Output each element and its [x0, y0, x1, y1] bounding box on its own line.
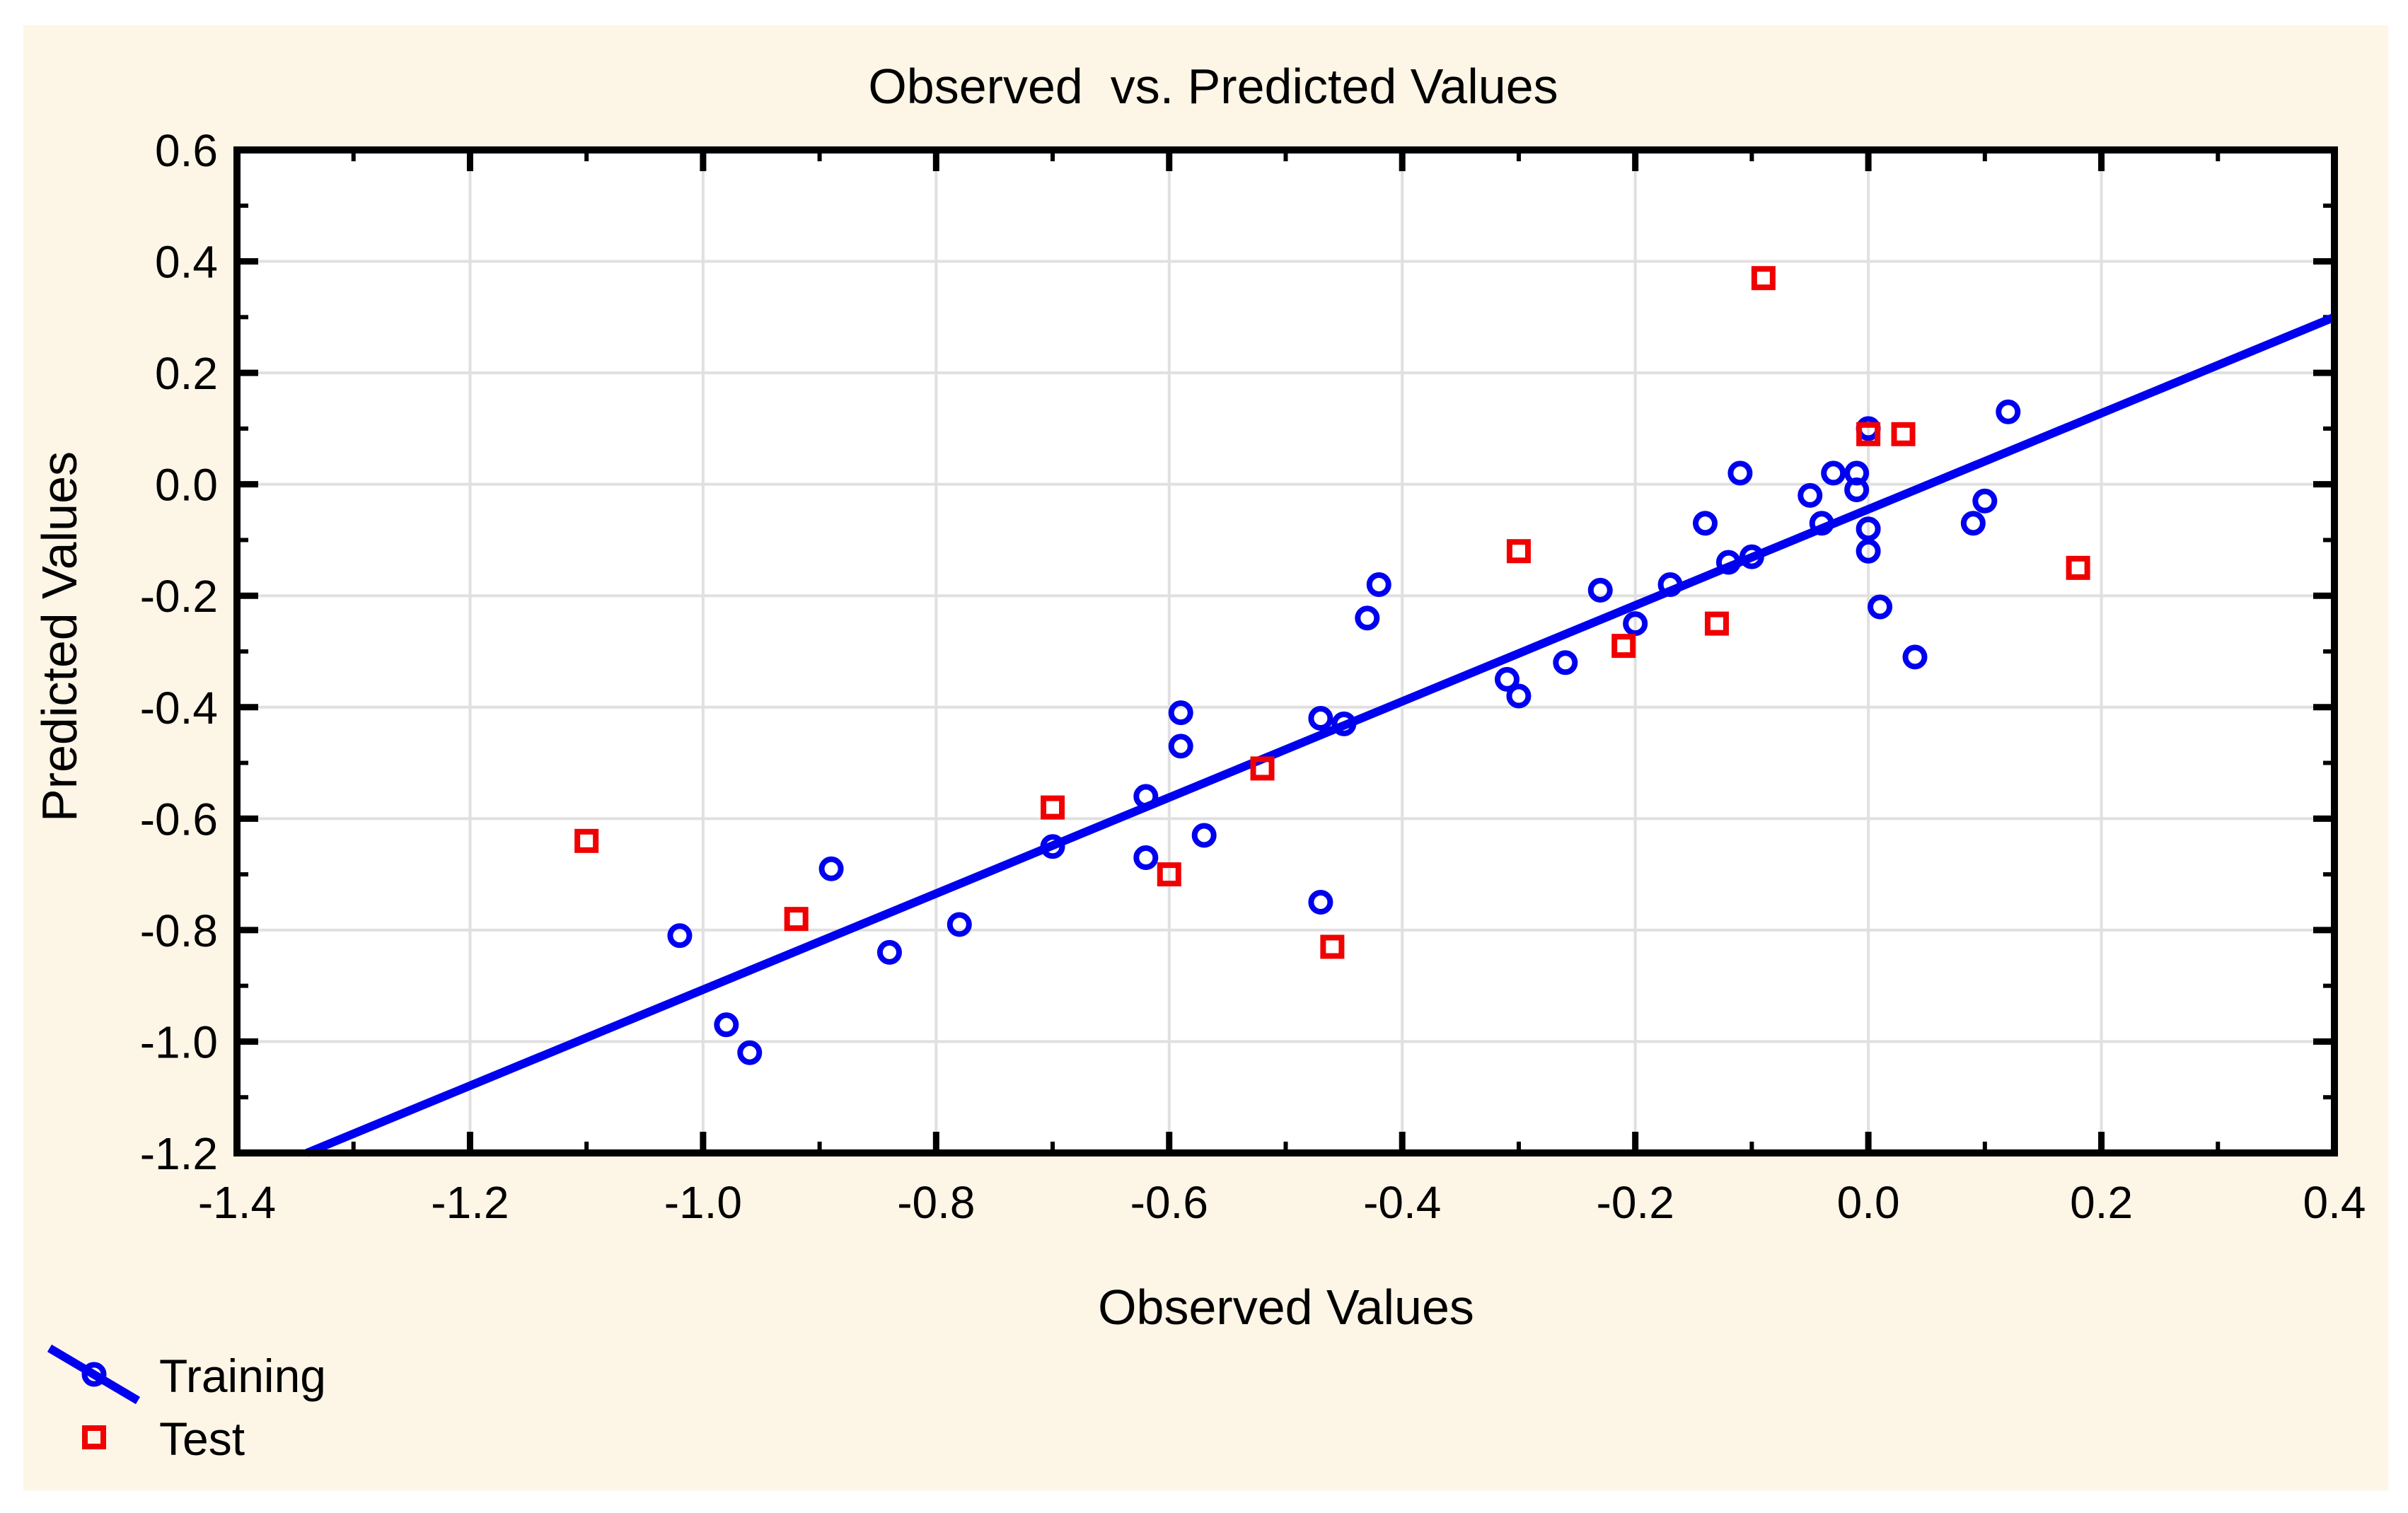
training-legend-label: Training	[159, 1350, 326, 1402]
y-tick-label: -0.2	[140, 571, 218, 622]
legend: Training Test	[47, 1344, 326, 1465]
training-point	[1133, 845, 1159, 870]
training-point	[1366, 572, 1391, 597]
x-tick-label: -0.4	[1363, 1177, 1441, 1228]
y-tick-label: 0.6	[155, 125, 218, 176]
training-point	[1331, 711, 1357, 736]
training-point	[1191, 823, 1217, 848]
training-point	[1902, 644, 1928, 670]
regression-line	[305, 313, 2337, 1157]
training-point	[1868, 594, 1893, 620]
training-point	[1821, 460, 1846, 486]
test-point	[1320, 934, 1345, 959]
training-point	[1727, 460, 1753, 486]
training-point	[1168, 734, 1193, 759]
training-point	[1506, 683, 1532, 709]
training-point	[1809, 511, 1834, 536]
training-point	[667, 923, 693, 949]
training-point	[1996, 399, 2021, 424]
test-point	[1704, 611, 1729, 636]
training-point	[714, 1012, 739, 1038]
test-point	[574, 828, 599, 853]
x-tick-label: -0.2	[1597, 1177, 1674, 1228]
grid-lines	[237, 150, 2334, 1153]
y-tick-label: 0.0	[155, 460, 218, 511]
y-tick-label: -0.8	[140, 905, 218, 956]
training-point	[1355, 605, 1380, 631]
training-point	[1715, 550, 1741, 575]
training-point	[1494, 666, 1520, 692]
y-axis-label: Predicted Values	[32, 451, 87, 822]
x-tick-label: -1.4	[198, 1177, 276, 1228]
training-point	[1856, 516, 1881, 542]
training-point	[1960, 511, 1986, 536]
x-tick-label: 0.4	[2303, 1177, 2366, 1228]
training-legend-circle-icon	[81, 1362, 107, 1387]
plot-area	[237, 150, 2334, 1153]
y-tick-label: 0.4	[155, 237, 218, 288]
training-point	[1553, 650, 1578, 676]
test-point	[1611, 634, 1636, 659]
training-point	[818, 856, 844, 881]
training-point	[1657, 572, 1683, 597]
x-tick-label: -1.0	[664, 1177, 742, 1228]
x-tick-label: -1.2	[431, 1177, 509, 1228]
test-point	[784, 907, 809, 932]
training-point	[947, 912, 972, 937]
x-tick-label: 0.0	[1837, 1177, 1900, 1228]
test-point	[1506, 539, 1531, 564]
test-point	[1891, 422, 1916, 446]
training-point	[1739, 544, 1764, 569]
training-point	[1587, 577, 1613, 603]
x-tick-label: -0.6	[1130, 1177, 1208, 1228]
test-point	[1250, 756, 1275, 781]
y-tick-label: -0.4	[140, 683, 218, 734]
x-tick-label: -0.8	[897, 1177, 975, 1228]
y-tick-label: -0.6	[140, 794, 218, 845]
training-point	[737, 1040, 763, 1065]
y-tick-label: -1.0	[140, 1016, 218, 1067]
test-point	[2066, 555, 2090, 580]
y-tick-label: 0.2	[155, 348, 218, 399]
training-point	[1856, 538, 1881, 564]
training-point	[1844, 477, 1870, 503]
x-tick-label: 0.2	[2070, 1177, 2133, 1228]
training-point	[1133, 784, 1159, 809]
test-legend-label: Test	[159, 1413, 245, 1465]
training-point	[1308, 706, 1333, 731]
x-tick-labels: -1.4 -1.2 -1.0 -0.8 -0.6 -0.4 -0.2 0.0 0.2 0.4	[198, 1177, 2366, 1228]
training-point	[876, 939, 902, 965]
x-axis-label: Observed Values	[1098, 1280, 1474, 1335]
training-point	[1798, 482, 1823, 508]
training-legend-line	[47, 1344, 141, 1405]
y-tick-label: -1.2	[140, 1128, 218, 1179]
training-point	[1972, 488, 1998, 514]
training-point	[1308, 890, 1333, 915]
training-point	[1040, 834, 1065, 859]
test-legend-square-icon	[82, 1425, 106, 1449]
test-point	[1751, 266, 1776, 291]
training-series	[667, 399, 2021, 1065]
test-point	[1856, 422, 1881, 446]
test-point	[1157, 862, 1181, 887]
training-point	[1168, 700, 1193, 726]
training-point	[1693, 511, 1718, 536]
plot-border	[233, 146, 2338, 1157]
chart-title: Observed vs. Predicted Values	[868, 59, 1558, 114]
test-point	[1041, 795, 1065, 820]
training-point	[1623, 611, 1648, 637]
test-series	[574, 266, 2090, 959]
y-tick-labels: 0.6 0.4 0.2 0.0 -0.2 -0.4 -0.6 -0.8 -1.0 -1.2	[140, 125, 218, 1179]
